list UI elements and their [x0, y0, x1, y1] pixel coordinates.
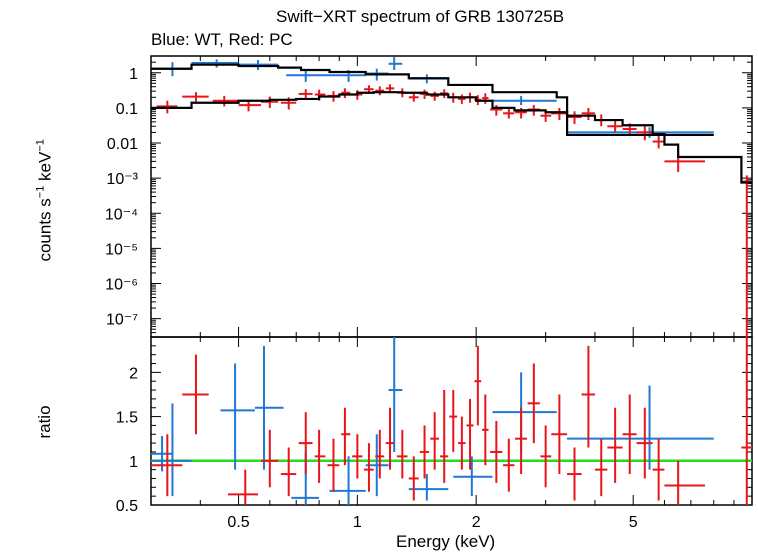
chart-title: Swift−XRT spectrum of GRB 130725B — [276, 7, 565, 26]
ratio-y-tick-label: 1 — [129, 454, 138, 471]
spectrum-y-tick-label: 10⁻⁵ — [105, 241, 138, 258]
spectrum-y-tick-label: 10⁻⁶ — [105, 277, 138, 294]
ratio-y-tick-label: 2 — [129, 365, 138, 382]
spectrum-y-tick-label: 1 — [129, 66, 138, 83]
ratio-y-tick-label: 1.5 — [116, 410, 138, 427]
ratio-panel-frame — [150, 336, 753, 506]
spectrum-y-tick-label: 10⁻⁷ — [106, 312, 138, 329]
spectrum-y-tick-label: 0.01 — [107, 136, 138, 153]
x-tick-label: 2 — [472, 514, 481, 531]
ratio-y-tick-label: 0.5 — [116, 498, 138, 515]
spectrum-y-tick-label: 0.1 — [116, 101, 138, 118]
model-step-line — [151, 63, 714, 137]
x-tick-label: 1 — [353, 514, 362, 531]
x-axis-label: Energy (keV) — [396, 532, 496, 551]
spectrum-y-tick-label: 10⁻³ — [106, 171, 138, 188]
chart-subtitle: Blue: WT, Red: PC — [151, 30, 293, 49]
model-step-line — [151, 91, 752, 184]
x-tick-label: 0.5 — [227, 514, 249, 531]
x-tick-label: 5 — [629, 514, 638, 531]
spectrum-y-tick-label: 10⁻⁴ — [105, 206, 138, 223]
